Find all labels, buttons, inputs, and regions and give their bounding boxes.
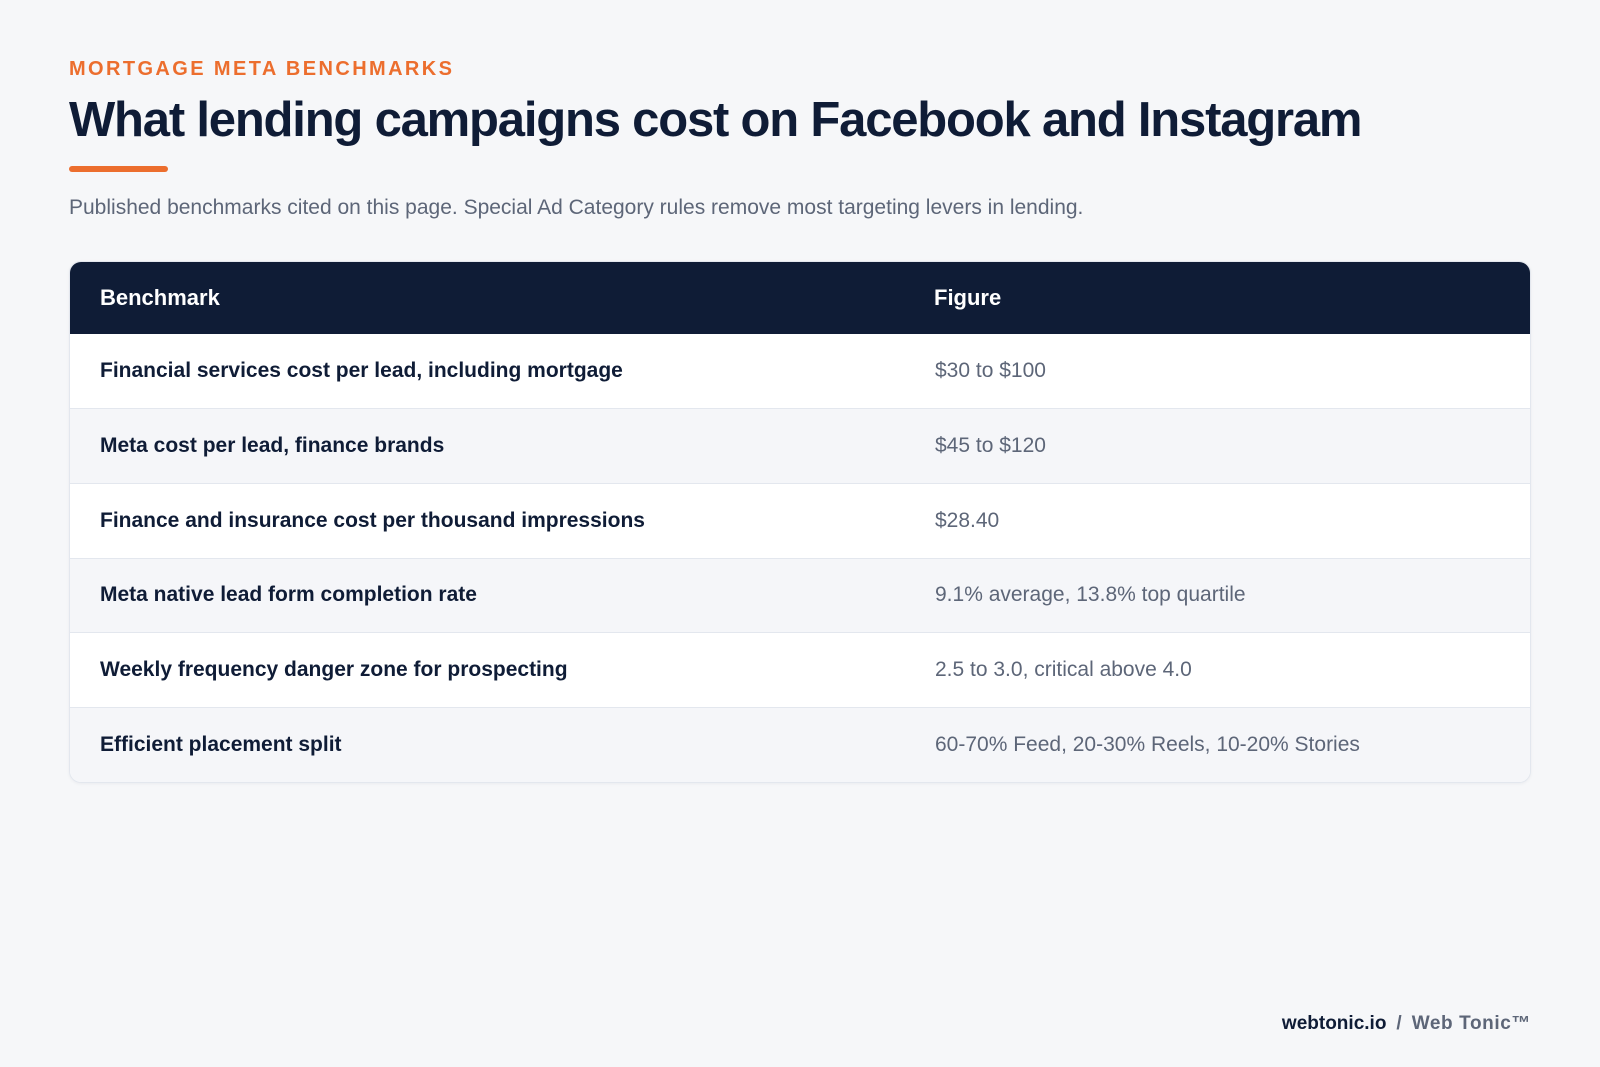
column-header-figure: Figure — [934, 285, 1002, 310]
figure-cell: 9.1% average, 13.8% top quartile — [935, 583, 1246, 607]
table-row: Financial services cost per lead, includ… — [70, 334, 1530, 409]
footer-brand: Web Tonic™ — [1411, 1013, 1531, 1034]
benchmark-table-card: Benchmark Figure Financial services cost… — [69, 261, 1531, 784]
table-header: Benchmark Figure — [70, 262, 1530, 334]
page-title: What lending campaigns cost on Facebook … — [69, 93, 1362, 147]
figure-cell: 2.5 to 3.0, critical above 4.0 — [935, 658, 1192, 682]
table-row: Meta native lead form completion rate 9.… — [70, 558, 1530, 633]
column-header-benchmark: Benchmark — [100, 285, 220, 310]
benchmark-cell: Weekly frequency danger zone for prospec… — [100, 658, 568, 682]
benchmark-cell: Financial services cost per lead, includ… — [100, 359, 623, 383]
table-row: Efficient placement split 60-70% Feed, 2… — [70, 707, 1530, 783]
page-subtitle: Published benchmarks cited on this page.… — [69, 196, 1084, 219]
benchmark-cell: Efficient placement split — [100, 733, 342, 757]
figure-cell: $45 to $120 — [935, 434, 1046, 458]
table-row: Finance and insurance cost per thousand … — [70, 483, 1530, 559]
figure-cell: 60-70% Feed, 20-30% Reels, 10-20% Storie… — [935, 733, 1360, 757]
figure-cell: $28.40 — [935, 508, 1000, 532]
footer-credit: webtonic.io / Web Tonic™ — [1282, 1013, 1531, 1035]
figure-cell: $30 to $100 — [935, 359, 1046, 383]
benchmark-cell: Finance and insurance cost per thousand … — [100, 508, 645, 532]
table-row: Weekly frequency danger zone for prospec… — [70, 632, 1530, 708]
benchmark-table: Benchmark Figure Financial services cost… — [70, 262, 1530, 783]
title-accent-bar — [69, 166, 168, 172]
benchmark-cell: Meta cost per lead, finance brands — [100, 434, 445, 458]
table-body: Financial services cost per lead, includ… — [70, 334, 1530, 783]
table-row: Meta cost per lead, finance brands $45 t… — [70, 408, 1530, 484]
benchmark-cell: Meta native lead form completion rate — [100, 583, 477, 607]
eyebrow-label: MORTGAGE META BENCHMARKS — [69, 58, 455, 80]
footer-separator: / — [1396, 1013, 1402, 1034]
footer-site-link[interactable]: webtonic.io — [1281, 1013, 1387, 1034]
table-header-row: Benchmark Figure — [70, 262, 1530, 334]
